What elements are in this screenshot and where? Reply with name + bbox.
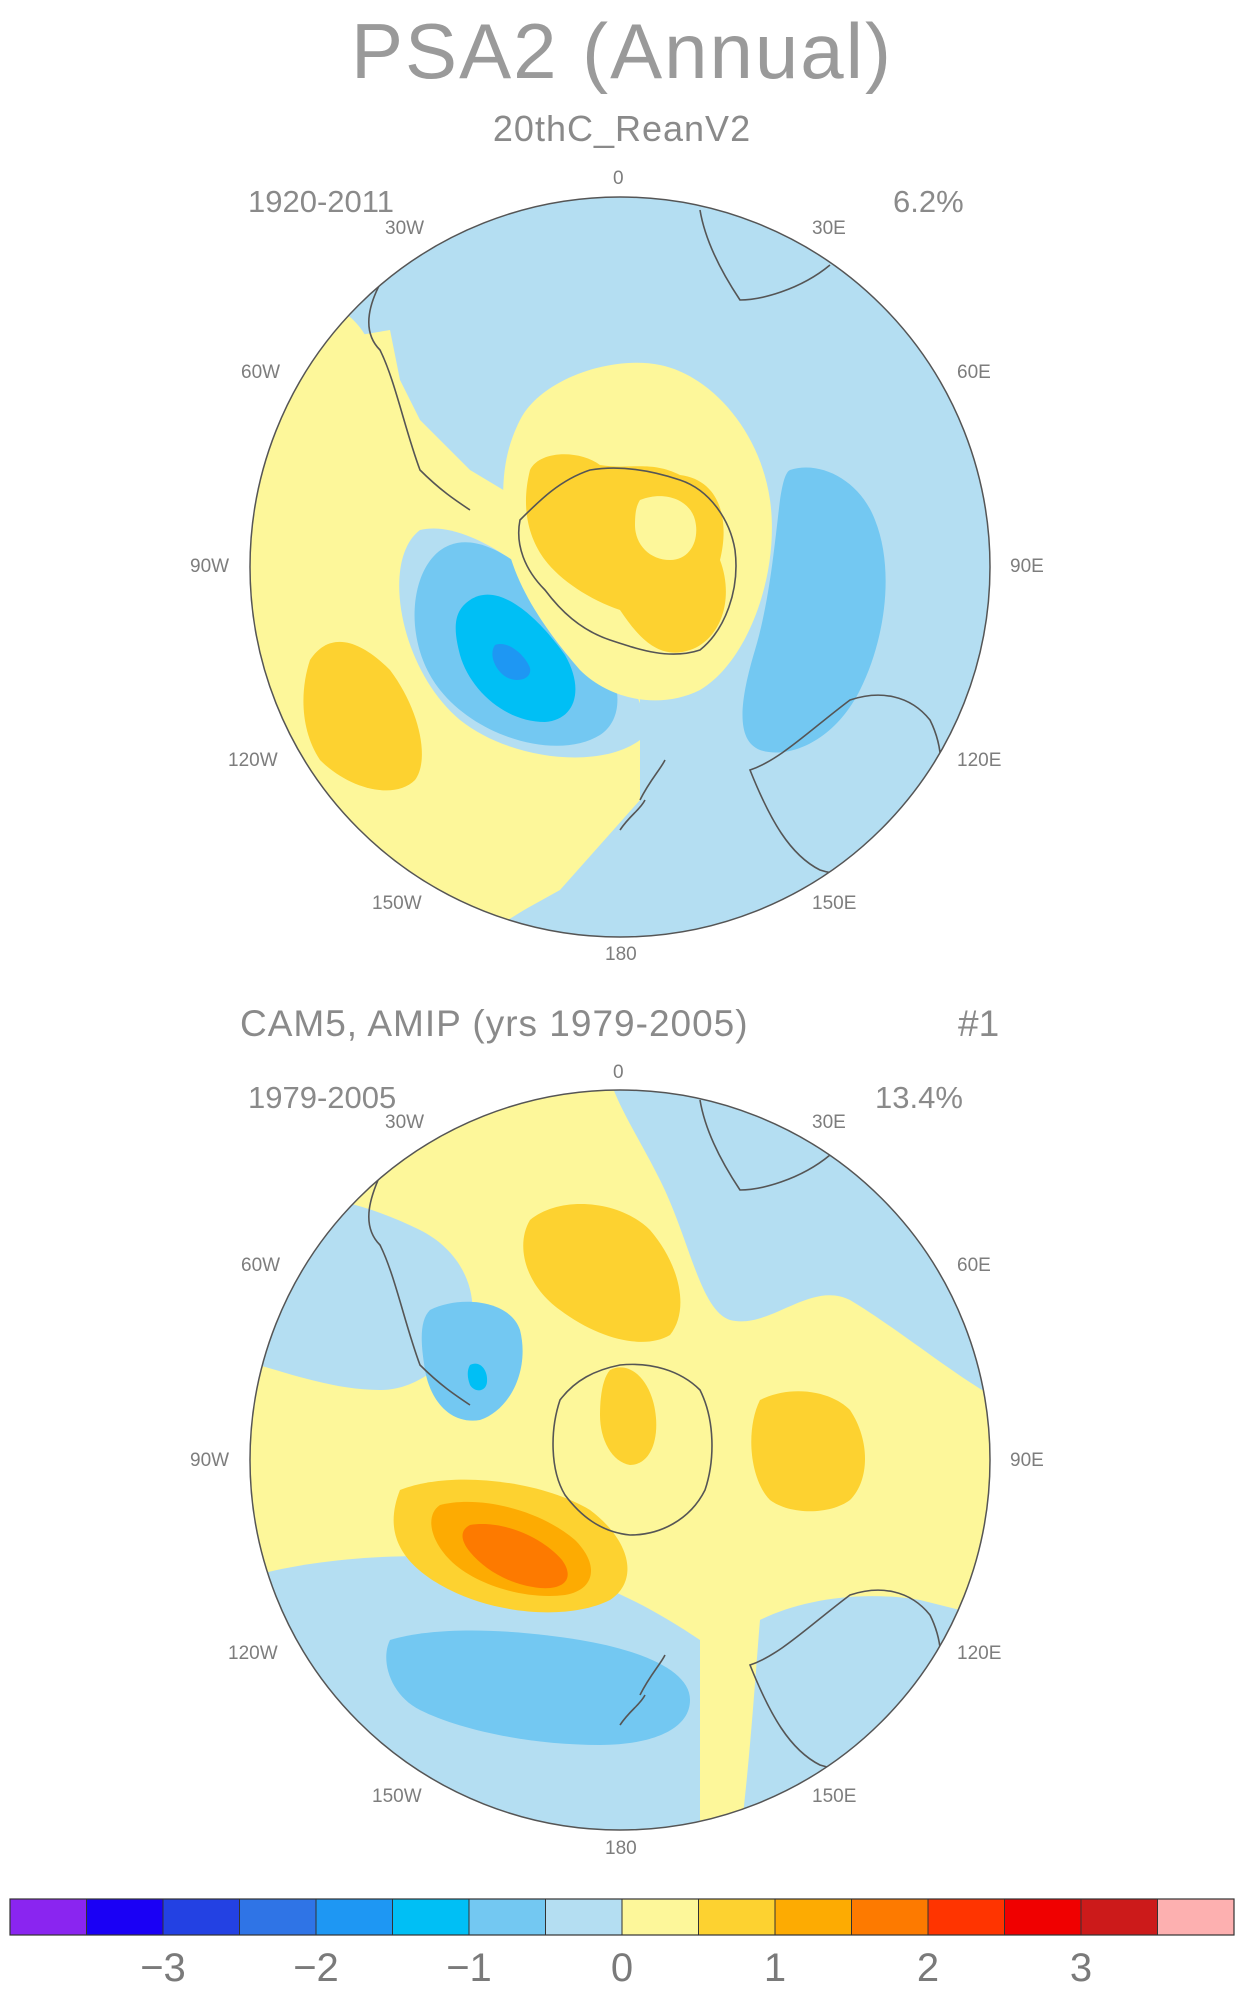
p2-coast-newzealand <box>619 1654 666 1726</box>
panel1-map-border <box>249 196 991 938</box>
colorbar-label: −2 <box>293 1946 339 1990</box>
panel2-run: #1 <box>958 1003 1000 1044</box>
colorbar-box-11 <box>851 1898 929 1936</box>
p2-lon-120e: 120E <box>957 1643 1002 1664</box>
p1-coast-antarctica <box>518 467 737 655</box>
p2-coast-southamerica <box>368 1164 471 1406</box>
p2-lon-150w: 150W <box>372 1786 422 1807</box>
colorbar-border <box>9 1898 1235 1936</box>
p1-lon-180: 180 <box>605 944 637 965</box>
colorbar-box-1 <box>86 1898 164 1936</box>
panel2-map-border <box>249 1089 991 1831</box>
p2-positive-amundsen-2 <box>462 1524 568 1589</box>
p1-lon-150w: 150W <box>372 893 422 914</box>
panel2-subtitle: CAM5, AMIP (yrs 1979-2005) <box>240 1003 749 1044</box>
p2-lon-90w: 90W <box>190 1450 230 1471</box>
colorbar-label: −3 <box>140 1946 186 1990</box>
colorbar-box-14 <box>1080 1898 1158 1936</box>
colorbar-box-13 <box>1004 1898 1082 1936</box>
p2-lon-120w: 120W <box>228 1643 278 1664</box>
p1-lon-120w: 120W <box>228 750 278 771</box>
colorbar-label: 0 <box>610 1946 634 1990</box>
p2-lon-0: 0 <box>613 1062 624 1083</box>
p2-coast-africa <box>699 1099 831 1191</box>
panel1-map <box>250 197 990 937</box>
p2-positive-antarctica <box>600 1367 657 1465</box>
p1-coast-africa <box>699 209 831 301</box>
p2-negative-west-2 <box>467 1363 488 1391</box>
panel1-variance: 6.2% <box>893 184 964 219</box>
colorbar-box-8 <box>621 1898 699 1936</box>
colorbar-box-15 <box>1157 1898 1235 1936</box>
colorbar-box-5 <box>392 1898 470 1936</box>
p1-lon-60e: 60E <box>957 362 991 383</box>
p1-lon-30w: 30W <box>385 218 425 239</box>
p2-positive-north <box>523 1203 681 1342</box>
panel2-period: 1979-2005 <box>248 1080 397 1115</box>
p1-lon-0: 0 <box>613 168 624 189</box>
colorbar-box-6 <box>468 1898 546 1936</box>
p2-lon-180: 180 <box>605 1838 637 1859</box>
colorbar-box-3 <box>239 1898 317 1936</box>
p1-negative-east <box>742 467 886 753</box>
colorbar <box>9 1898 1235 1936</box>
colorbar-label: 2 <box>916 1946 940 1990</box>
p2-negative-west-1 <box>421 1301 523 1421</box>
colorbar-box-0 <box>9 1898 87 1936</box>
p1-lon-150e: 150E <box>812 893 857 914</box>
colorbar-label: 1 <box>763 1946 787 1990</box>
colorbar-box-10 <box>774 1898 852 1936</box>
p1-lon-60w: 60W <box>241 362 281 383</box>
p1-lon-90e: 90E <box>1010 556 1044 577</box>
p1-lon-30e: 30E <box>812 218 846 239</box>
panel2-variance: 13.4% <box>875 1080 963 1115</box>
colorbar-box-12 <box>927 1898 1005 1936</box>
main-title: PSA2 (Annual) <box>351 7 893 95</box>
p1-positive-sw <box>303 641 422 791</box>
p2-lon-90e: 90E <box>1010 1450 1044 1471</box>
p1-coast-newzealand <box>619 759 666 831</box>
p2-lon-60w: 60W <box>241 1255 281 1276</box>
p2-lon-30e: 30E <box>812 1112 846 1133</box>
colorbar-box-2 <box>162 1898 240 1936</box>
p1-lon-120e: 120E <box>957 750 1002 771</box>
p2-coast-antarctica <box>552 1363 713 1536</box>
colorbar-label: −1 <box>446 1946 492 1990</box>
panel2-map <box>250 1090 990 1830</box>
colorbar-box-7 <box>545 1898 623 1936</box>
colorbar-label: 3 <box>1069 1946 1093 1990</box>
p2-negative-southeast <box>740 1596 990 1830</box>
p2-negative-south-1 <box>386 1630 690 1745</box>
colorbar-box-9 <box>698 1898 776 1936</box>
p1-negative-amundsen-3 <box>492 644 531 680</box>
panel1-subtitle: 20thC_ReanV2 <box>492 108 752 149</box>
p1-coast-southamerica <box>368 274 471 511</box>
p1-lon-90w: 90W <box>190 556 230 577</box>
panel1-period: 1920-2011 <box>248 184 394 219</box>
colorbar-box-4 <box>315 1898 393 1936</box>
p1-positive-antarctica-hole <box>635 496 697 560</box>
p2-positive-east <box>751 1391 865 1512</box>
p2-lon-60e: 60E <box>957 1255 991 1276</box>
p2-lon-30w: 30W <box>385 1112 425 1133</box>
p2-lon-150e: 150E <box>812 1786 857 1807</box>
